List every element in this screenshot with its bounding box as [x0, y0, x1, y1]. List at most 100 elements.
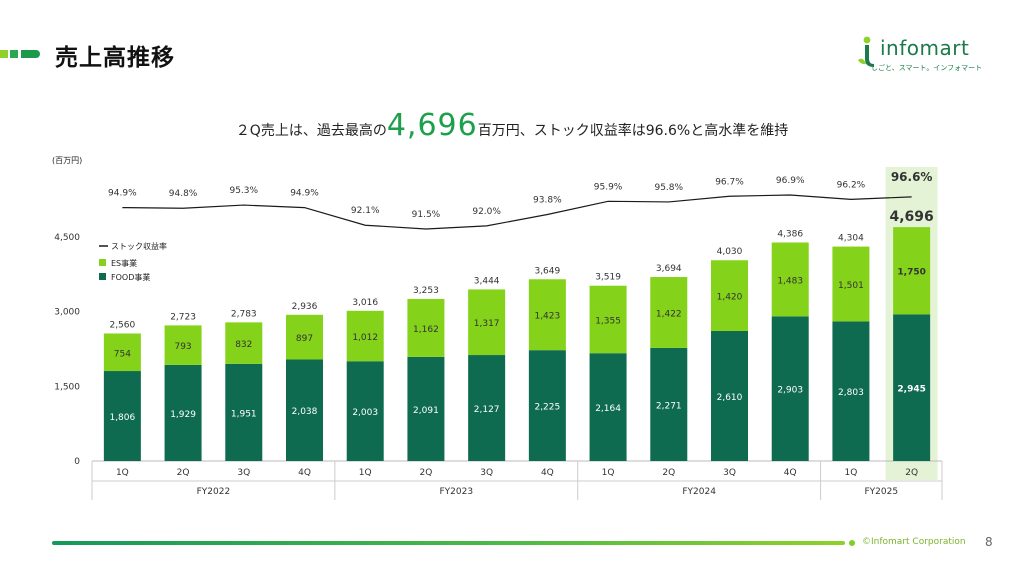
food-value-label: 2,945 [897, 385, 925, 395]
bar-es [528, 279, 566, 351]
bar-food [771, 316, 809, 461]
food-value-label: 2,903 [777, 386, 803, 396]
headline-suffix: 百万円、ストック収益率は96.6%と高水準を維持 [477, 123, 789, 139]
page-number: 8 [985, 535, 993, 549]
bar-food [528, 350, 566, 461]
x-tick-label: 2Q [420, 468, 433, 478]
stock-ratio-label: 92.0% [472, 207, 501, 217]
es-value-label: 754 [114, 349, 131, 359]
bar-es [771, 242, 809, 317]
total-value-label: 4,030 [717, 247, 743, 257]
food-value-label: 1,929 [170, 410, 196, 420]
x-tick-label: 3Q [480, 468, 493, 478]
fiscal-year-label: FY2024 [682, 487, 716, 497]
stock-ratio-label: 91.5% [412, 210, 441, 220]
legend-food-swatch [99, 273, 106, 280]
total-value-label: 2,936 [292, 302, 318, 312]
es-value-label: 1,317 [474, 319, 500, 329]
y-tick-label: 3,000 [54, 308, 80, 318]
x-tick-label: 3Q [723, 468, 736, 478]
x-tick-label: 3Q [237, 468, 250, 478]
bar-es [225, 322, 263, 364]
total-value-label: 3,694 [656, 264, 682, 274]
bar-food [589, 353, 627, 461]
y-tick-label: 4,500 [54, 233, 80, 243]
bar-es [468, 289, 506, 356]
footer-rule [52, 541, 845, 545]
food-value-label: 2,803 [838, 388, 864, 398]
bar-food [407, 356, 445, 461]
es-value-label: 1,483 [777, 276, 803, 286]
bar-es [346, 310, 384, 362]
bar-food [832, 321, 870, 461]
bar-food [225, 363, 263, 461]
total-value-label: 2,723 [170, 312, 196, 322]
bar-food [650, 347, 688, 461]
bar-food [103, 371, 141, 461]
es-value-label: 1,501 [838, 281, 864, 291]
bar-es [893, 227, 931, 315]
food-value-label: 1,951 [231, 409, 257, 419]
stock-ratio-label: 94.9% [108, 189, 137, 199]
logo-figure-icon [858, 36, 874, 67]
es-value-label: 1,012 [352, 333, 378, 343]
es-value-label: 1,423 [534, 312, 560, 322]
stock-ratio-label: 94.9% [290, 189, 319, 199]
total-value-label: 3,519 [595, 273, 621, 283]
logo-wordmark: infomart [880, 36, 970, 60]
food-value-label: 2,038 [292, 407, 318, 417]
es-value-label: 1,355 [595, 316, 621, 326]
food-value-label: 1,806 [109, 413, 135, 423]
es-value-label: 793 [174, 342, 191, 352]
bar-es [650, 277, 688, 348]
headline-prefix: ２Q売上は、過去最高の [235, 123, 387, 139]
bar-food [286, 359, 323, 461]
x-tick-label: 1Q [359, 468, 372, 478]
bar-es [164, 325, 202, 365]
headline-value: 4,696 [386, 108, 478, 143]
stock-ratio-label: 95.8% [654, 183, 683, 193]
food-value-label: 2,610 [717, 393, 743, 403]
copyright: ©Infomart Corporation [862, 537, 966, 547]
x-tick-label: 4Q [541, 468, 554, 478]
bar-food [893, 314, 931, 461]
stock-ratio-label: 95.9% [594, 182, 623, 192]
x-tick-label: 2Q [177, 468, 190, 478]
headline: ２Q売上は、過去最高の4,696百万円、ストック収益率は96.6%と高水準を維持 [0, 108, 1024, 143]
bar-food [346, 361, 384, 461]
unit-label: (百万円) [52, 156, 82, 165]
es-value-label: 1,750 [897, 268, 925, 278]
es-value-label: 897 [296, 334, 313, 344]
es-value-label: 832 [235, 340, 252, 350]
y-tick-label: 1,500 [54, 382, 80, 392]
total-value-label: 3,016 [352, 298, 378, 308]
page-title: 売上高推移 [55, 45, 175, 71]
food-value-label: 2,164 [595, 404, 621, 414]
x-tick-label: 1Q [845, 468, 858, 478]
food-value-label: 2,003 [352, 408, 378, 418]
food-value-label: 2,225 [534, 403, 560, 413]
total-value-label: 2,560 [109, 320, 135, 330]
fiscal-year-label: FY2023 [439, 487, 473, 497]
bar-es [407, 298, 445, 357]
fiscal-year-label: FY2025 [864, 487, 898, 497]
x-tick-label: 4Q [298, 468, 311, 478]
es-value-label: 1,420 [717, 293, 743, 303]
bar-food [164, 364, 202, 461]
stock-ratio-label: 96.9% [776, 176, 805, 186]
es-value-label: 1,422 [656, 309, 682, 319]
x-tick-label: 1Q [116, 468, 129, 478]
stock-ratio-label: 96.6% [891, 170, 933, 184]
x-tick-label: 2Q [662, 468, 675, 478]
bar-es [589, 285, 627, 354]
y-tick-label: 0 [74, 457, 80, 467]
legend-es: ES事業 [111, 258, 137, 268]
x-tick-label: 1Q [602, 468, 615, 478]
stock-ratio-label: 95.3% [229, 186, 258, 196]
stock-ratio-label: 96.7% [715, 177, 744, 187]
stock-ratio-line [122, 194, 912, 230]
stock-ratio-label: 96.2% [837, 180, 866, 190]
infomart-logo: infomart しごと、スマート。インフォマート [856, 32, 986, 74]
stock-ratio-label: 92.1% [351, 206, 380, 216]
